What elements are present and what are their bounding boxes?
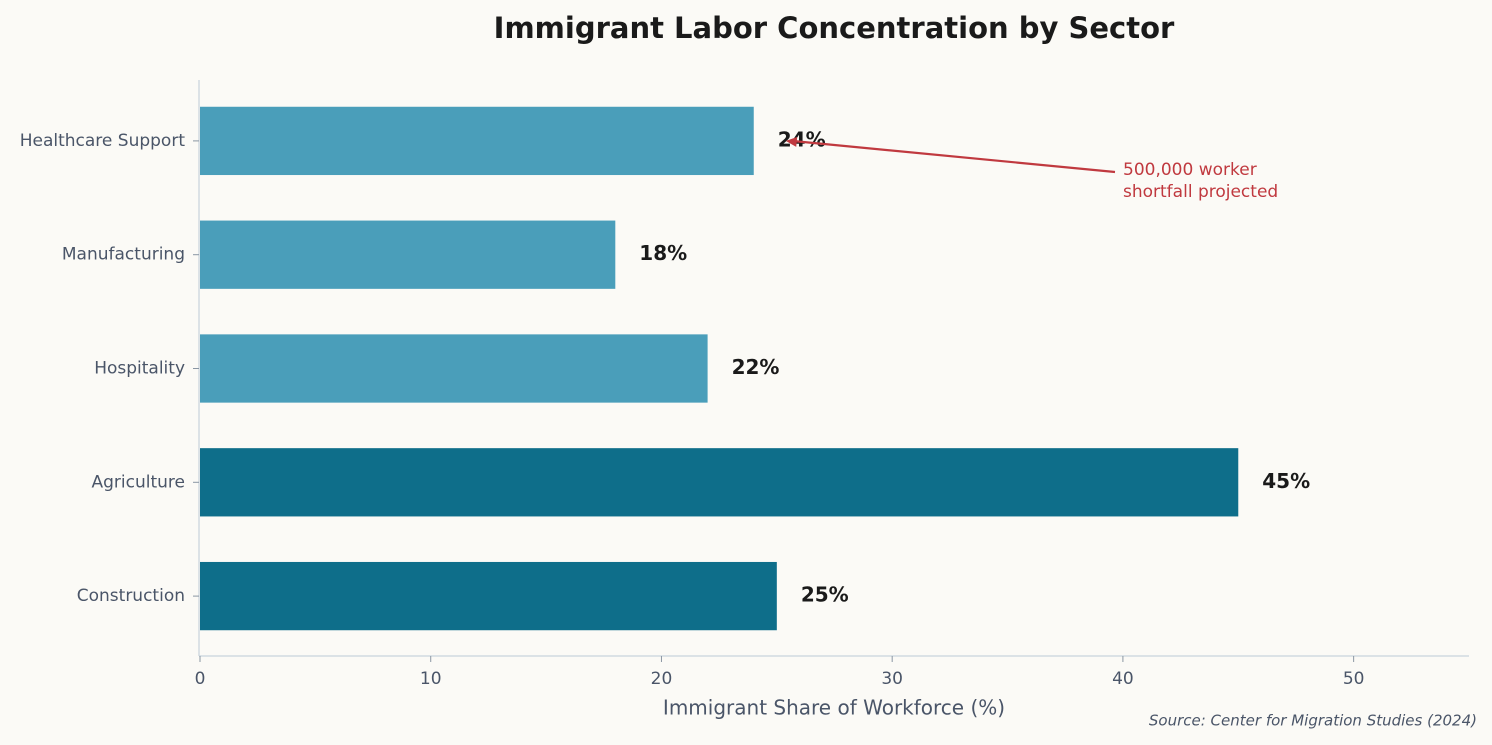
y-tick-label: Manufacturing xyxy=(62,245,185,265)
bar xyxy=(200,220,616,289)
bar xyxy=(200,334,708,403)
bar xyxy=(200,106,754,176)
x-tick-label: 30 xyxy=(881,669,903,689)
y-tick-label: Construction xyxy=(77,586,185,606)
y-tick-label: Hospitality xyxy=(94,359,185,379)
x-tick-label: 20 xyxy=(651,669,673,689)
x-tick-label: 50 xyxy=(1343,669,1365,689)
value-label: 24% xyxy=(778,127,826,151)
bar xyxy=(200,561,777,631)
value-label: 18% xyxy=(639,241,687,265)
y-tick-label: Healthcare Support xyxy=(20,131,186,151)
value-label: 45% xyxy=(1262,469,1310,493)
value-label: 22% xyxy=(732,355,780,379)
value-label: 25% xyxy=(801,583,849,607)
annotation-arrow xyxy=(791,139,1116,174)
annotation-text: shortfall projected xyxy=(1123,182,1278,202)
annotation-text: 500,000 worker xyxy=(1123,160,1257,180)
source-note: Source: Center for Migration Studies (20… xyxy=(1149,712,1477,730)
x-tick-label: 40 xyxy=(1112,669,1134,689)
x-tick-label: 0 xyxy=(195,669,206,689)
bar xyxy=(200,448,1239,517)
x-tick-label: 10 xyxy=(420,669,442,689)
annotation-arrowhead xyxy=(785,136,798,147)
x-axis-label: Immigrant Share of Workforce (%) xyxy=(663,696,1005,720)
chart-title: Immigrant Labor Concentration by Sector xyxy=(494,11,1175,45)
y-tick-label: Agriculture xyxy=(92,472,186,492)
